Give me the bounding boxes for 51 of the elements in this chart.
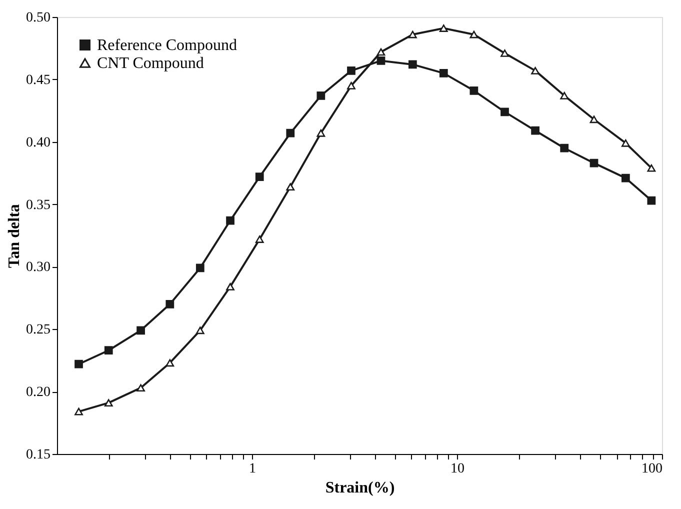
point (226, 282, 234, 290)
x-tick-label: 1 (248, 462, 256, 476)
x-tick-label: 100 (642, 462, 662, 476)
point (531, 126, 540, 135)
y-tick-label: 0.15 (26, 448, 50, 462)
y-tick-label: 0.30 (26, 260, 50, 276)
point (166, 359, 174, 367)
x-tick-label: 10 (450, 462, 464, 476)
point (316, 91, 326, 100)
point (500, 49, 509, 57)
point (376, 56, 386, 65)
point (408, 30, 417, 38)
point (166, 300, 174, 308)
point (286, 183, 295, 191)
point (196, 264, 204, 272)
point (255, 236, 264, 243)
point (621, 139, 630, 147)
y-tick-label: 0.35 (26, 198, 50, 213)
point (376, 48, 386, 56)
point (347, 66, 356, 75)
point (590, 116, 598, 124)
point (104, 346, 113, 355)
y-tick-label: 0.50 (26, 10, 50, 26)
point (439, 24, 448, 32)
point (196, 326, 204, 334)
point (500, 108, 509, 116)
point (621, 174, 630, 182)
point (408, 60, 417, 69)
point (74, 408, 83, 416)
y-tick-label: 0.40 (26, 135, 50, 150)
point (531, 66, 540, 74)
point (439, 69, 448, 78)
point (74, 360, 83, 368)
point (347, 82, 356, 90)
point (590, 158, 598, 168)
point (286, 128, 295, 138)
legend-label: Reference Compound (97, 37, 237, 54)
point (104, 399, 113, 407)
y-tick-label: 0.25 (26, 322, 50, 338)
y-axis-title: Tan delta (6, 204, 23, 268)
y-tick-label: 0.20 (26, 385, 50, 400)
legend-label: CNT Compound (97, 55, 204, 72)
point (316, 129, 326, 137)
x-axis-title: Strain(%) (325, 480, 395, 496)
point (255, 172, 264, 181)
y-tick-label: 0.45 (26, 72, 50, 88)
point (470, 30, 478, 38)
point (560, 92, 569, 100)
point (226, 216, 234, 225)
point (560, 144, 569, 152)
point (470, 86, 478, 95)
